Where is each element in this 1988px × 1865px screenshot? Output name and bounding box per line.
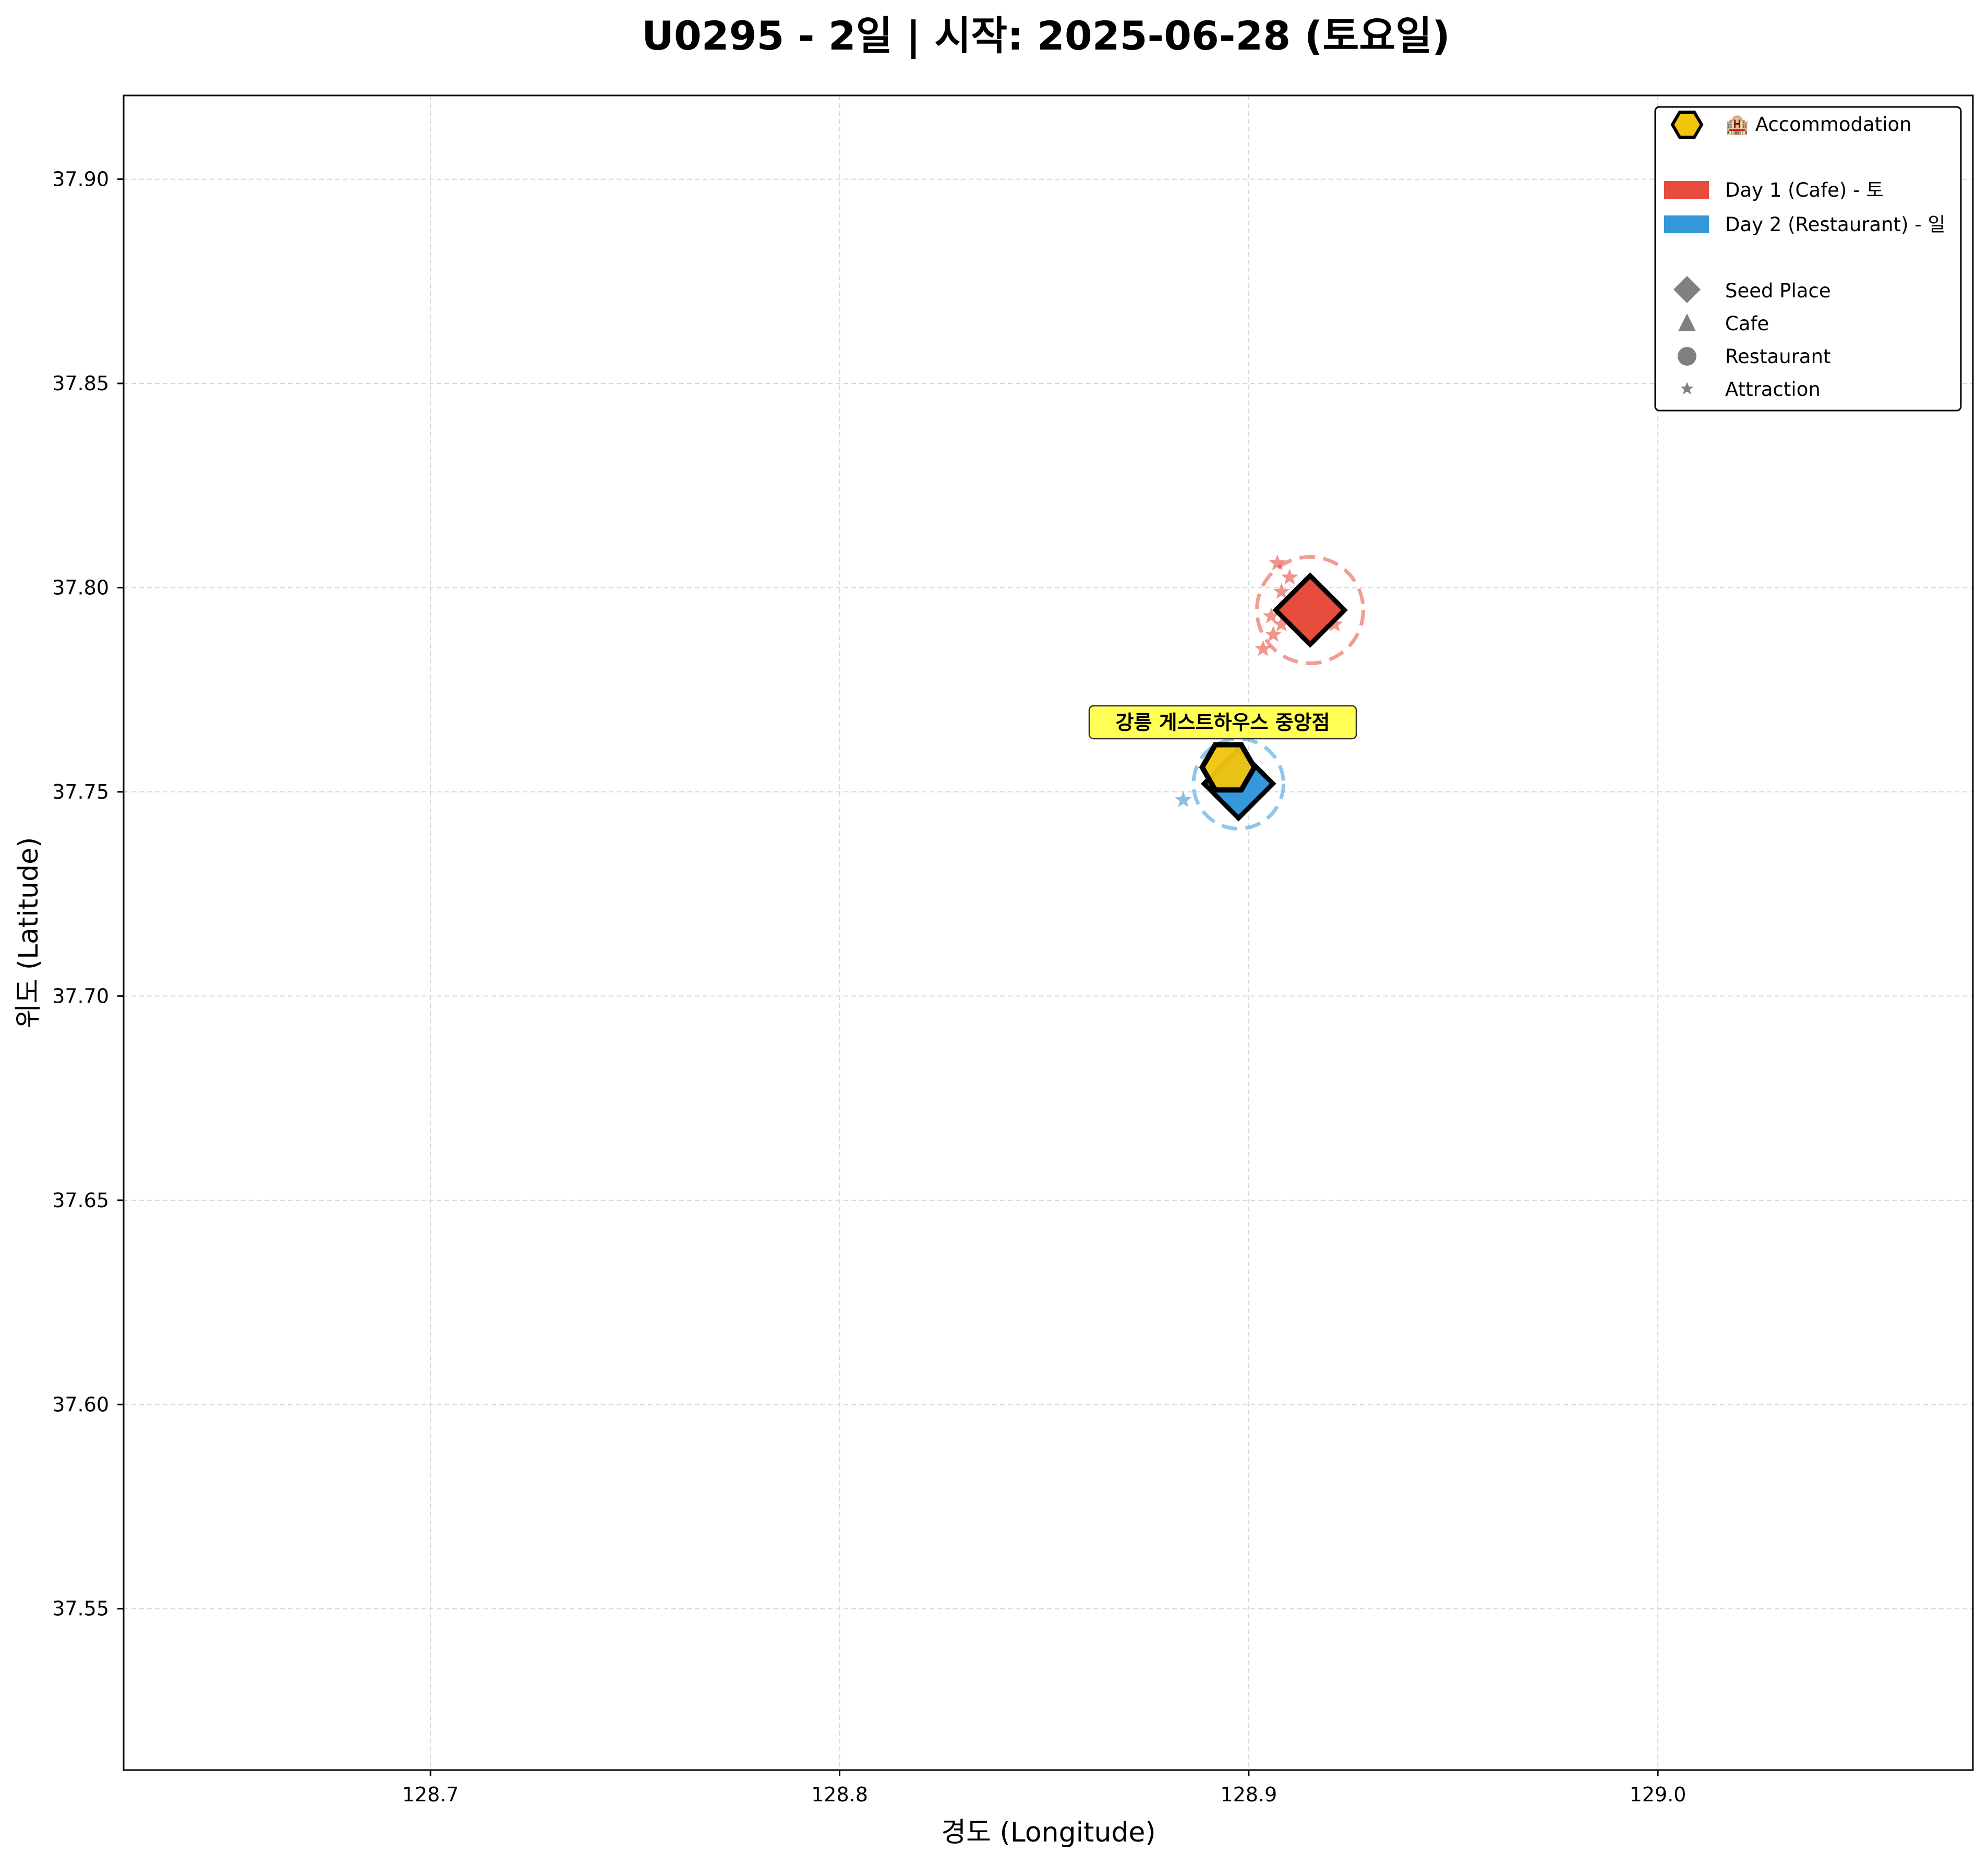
y-tick-label: 37.60 — [52, 1393, 109, 1416]
accommodation-label-box — [1088, 705, 1357, 740]
x-tick-label: 128.7 — [402, 1783, 459, 1806]
legend-day2-label: Day 2 (Restaurant) - 일 — [1725, 213, 1945, 236]
x-tick-label: 129.0 — [1630, 1783, 1686, 1806]
legend-seed-diamond-icon — [1673, 276, 1701, 303]
x-axis: 128.7 128.8 128.9 129.0 — [402, 1770, 1686, 1806]
legend-day2-swatch — [1664, 215, 1709, 233]
legend-cafe-triangle-icon — [1678, 314, 1696, 331]
day2-attraction-point — [1175, 791, 1192, 808]
y-tick-label: 37.90 — [52, 168, 109, 191]
day1-attraction-point — [1255, 640, 1272, 656]
accommodation-annotation: 강릉 게스트하우스 중앙점 — [1088, 705, 1357, 740]
day1-attraction-point — [1326, 615, 1343, 632]
day1-attraction-point — [1264, 625, 1282, 642]
y-tick-label: 37.55 — [52, 1597, 109, 1620]
grid — [124, 95, 1973, 1770]
day1-attraction-point — [1273, 615, 1290, 632]
day1-attraction-point — [1281, 568, 1298, 585]
y-tick-label: 37.85 — [52, 372, 109, 395]
day1-radius-circle — [1255, 555, 1365, 665]
legend: 🏨 Accommodation Day 1 (Cafe) - 토 Day 2 (… — [1654, 106, 1962, 412]
x-axis-label: 경도 (Longitude) — [941, 1817, 1155, 1848]
day1-seed-point — [1272, 572, 1348, 648]
y-axis: 37.55 37.60 37.65 37.70 37.75 37.80 37.85 37.90 — [52, 168, 124, 1620]
y-tick-label: 37.65 — [52, 1189, 109, 1212]
accommodation-label: 강릉 게스트하우스 중앙점 — [1115, 711, 1330, 734]
legend-frame — [1654, 106, 1962, 412]
legend-day1-label: Day 1 (Cafe) - 토 — [1725, 179, 1884, 201]
day2-radius-circle — [1191, 737, 1285, 831]
y-axis-label: 위도 (Latitude) — [13, 837, 44, 1029]
y-tick-label: 37.70 — [52, 984, 109, 1007]
day1-attraction-point — [1269, 554, 1286, 571]
y-tick-label: 37.80 — [52, 576, 109, 599]
legend-accommodation-label: 🏨 Accommodation — [1725, 113, 1912, 136]
y-tick-label: 37.75 — [52, 780, 109, 803]
accommodation-point — [1199, 742, 1258, 793]
legend-restaurant-circle-icon — [1678, 347, 1696, 366]
legend-cafe-label: Cafe — [1725, 312, 1769, 335]
legend-accommodation-hexagon-icon — [1670, 111, 1704, 139]
chart-title: U0295 - 2일 | 시작: 2025-06-28 (토요일) — [642, 13, 1450, 59]
legend-attraction-star-icon — [1680, 382, 1694, 394]
legend-day1-swatch — [1664, 181, 1709, 199]
legend-seed-label: Seed Place — [1725, 280, 1831, 302]
legend-restaurant-label: Restaurant — [1725, 345, 1831, 368]
day1-attraction-point — [1262, 607, 1280, 623]
day1-attraction-point — [1273, 583, 1290, 599]
data-marks — [1175, 554, 1365, 831]
plot-area-frame — [123, 94, 1974, 1771]
legend-attraction-label: Attraction — [1725, 378, 1821, 401]
x-tick-label: 128.8 — [811, 1783, 868, 1806]
x-tick-label: 128.9 — [1220, 1783, 1277, 1806]
